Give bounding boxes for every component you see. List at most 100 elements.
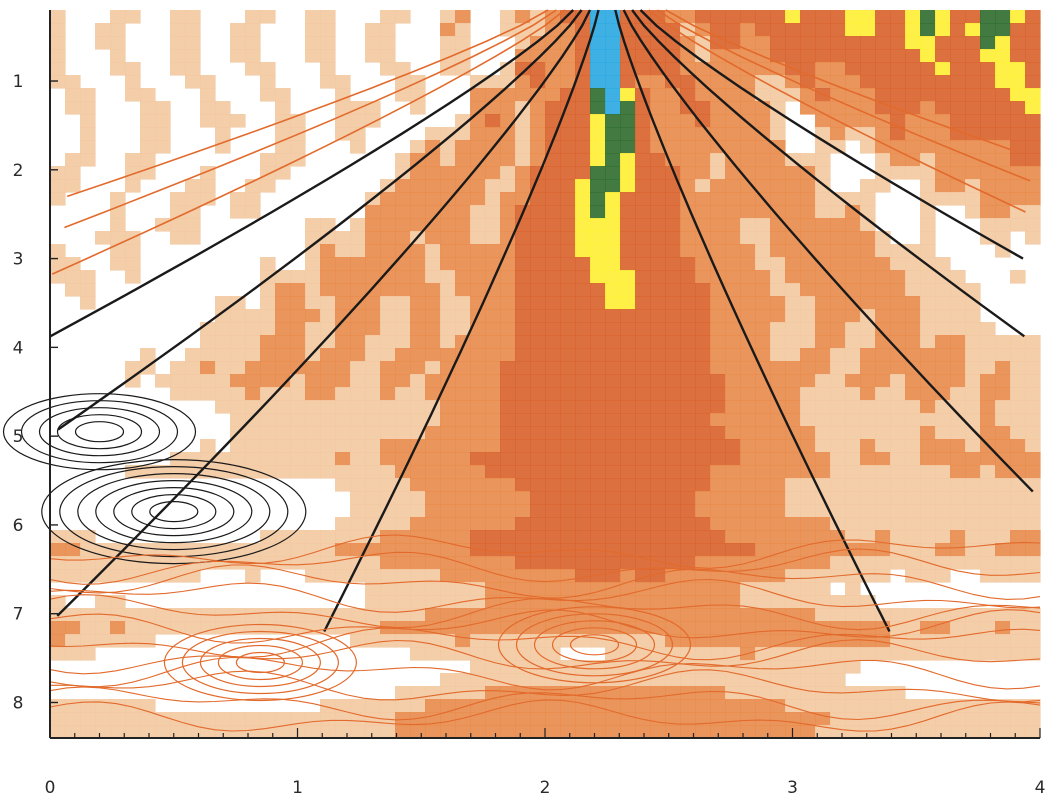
heat-cell	[605, 335, 621, 349]
heat-cell	[875, 348, 891, 362]
y-tick-label: 4	[13, 338, 24, 358]
heat-cell	[350, 101, 366, 115]
heat-cell	[515, 88, 531, 102]
heat-cell	[950, 283, 966, 297]
heat-cell	[815, 647, 831, 661]
heat-cell	[590, 556, 606, 570]
heat-cell	[305, 608, 321, 622]
heat-cell	[425, 712, 441, 726]
heat-cell	[545, 114, 561, 128]
heat-cell	[560, 296, 576, 310]
heat-cell	[770, 699, 786, 713]
y-tick-label: 6	[13, 516, 24, 536]
heat-cell	[935, 335, 951, 349]
heat-cell	[335, 231, 351, 245]
heat-cell	[575, 166, 591, 180]
heat-cell	[485, 413, 501, 427]
heat-cell	[875, 296, 891, 310]
heat-cell	[935, 140, 951, 154]
heat-cell	[935, 192, 951, 206]
heat-cell	[80, 114, 96, 128]
heat-cell	[1010, 634, 1026, 648]
heat-cell	[410, 556, 426, 570]
heat-cell	[485, 426, 501, 440]
heat-cell	[830, 88, 846, 102]
heat-cell	[770, 725, 786, 739]
heat-cell	[830, 374, 846, 388]
heat-cell	[425, 166, 441, 180]
heat-cell	[695, 608, 711, 622]
heat-cell	[815, 49, 831, 63]
heat-cell	[515, 127, 531, 141]
heat-cell	[695, 543, 711, 557]
heat-cell	[830, 400, 846, 414]
heat-cell	[485, 608, 501, 622]
heat-cell	[860, 244, 876, 258]
lower-contour-line	[49, 669, 1041, 703]
heat-cell	[905, 283, 921, 297]
heat-cell	[680, 699, 696, 713]
heat-cell	[635, 257, 651, 271]
heat-cell	[155, 465, 171, 479]
heat-cell	[905, 712, 921, 726]
heat-cell	[830, 452, 846, 466]
heat-cell	[635, 49, 651, 63]
heat-cell	[545, 49, 561, 63]
heat-cell	[380, 725, 396, 739]
heat-cell	[965, 439, 981, 453]
heat-cell	[170, 725, 186, 739]
heat-cell	[905, 543, 921, 557]
heat-cell	[470, 582, 486, 596]
heat-cell	[770, 335, 786, 349]
heat-cell	[485, 530, 501, 544]
heat-cell	[770, 166, 786, 180]
heat-cell	[440, 582, 456, 596]
heat-cell	[890, 374, 906, 388]
heat-cell	[965, 62, 981, 76]
closed-contour-ring	[56, 414, 143, 450]
heat-cell	[785, 686, 801, 700]
heat-cell	[365, 556, 381, 570]
heat-cell	[725, 595, 741, 609]
heat-cell	[1010, 10, 1026, 24]
heat-cell	[125, 374, 141, 388]
heat-cell	[275, 166, 291, 180]
heat-cell	[560, 595, 576, 609]
heat-cell	[815, 556, 831, 570]
heat-cell	[740, 140, 756, 154]
heat-cell	[770, 660, 786, 674]
heat-cell	[1025, 205, 1041, 219]
heat-cell	[185, 725, 201, 739]
heat-cell	[215, 374, 231, 388]
heat-cell	[650, 478, 666, 492]
heat-cell	[1010, 413, 1026, 427]
heat-cell	[590, 387, 606, 401]
heat-cell	[545, 530, 561, 544]
heat-cell	[725, 374, 741, 388]
heat-cell	[845, 439, 861, 453]
heat-cell	[785, 166, 801, 180]
heat-cell	[245, 10, 261, 24]
heat-cell	[140, 621, 156, 635]
heat-cell	[725, 114, 741, 128]
heat-cell	[665, 101, 681, 115]
heat-cell	[215, 725, 231, 739]
heat-cell	[350, 322, 366, 336]
heat-cell	[380, 478, 396, 492]
heat-cell	[665, 595, 681, 609]
heat-cell	[275, 712, 291, 726]
heat-cell	[770, 257, 786, 271]
heat-cell	[590, 244, 606, 258]
heat-cell	[800, 49, 816, 63]
heat-cell	[755, 712, 771, 726]
closed-contour-ring	[163, 623, 357, 702]
heat-cell	[815, 309, 831, 323]
heat-cell	[890, 361, 906, 375]
heat-cell	[755, 270, 771, 284]
heat-cell	[530, 647, 546, 661]
heat-cell	[485, 478, 501, 492]
heat-cell	[995, 114, 1011, 128]
heat-cell	[650, 322, 666, 336]
heat-cell	[50, 569, 66, 583]
heat-cell	[515, 673, 531, 687]
